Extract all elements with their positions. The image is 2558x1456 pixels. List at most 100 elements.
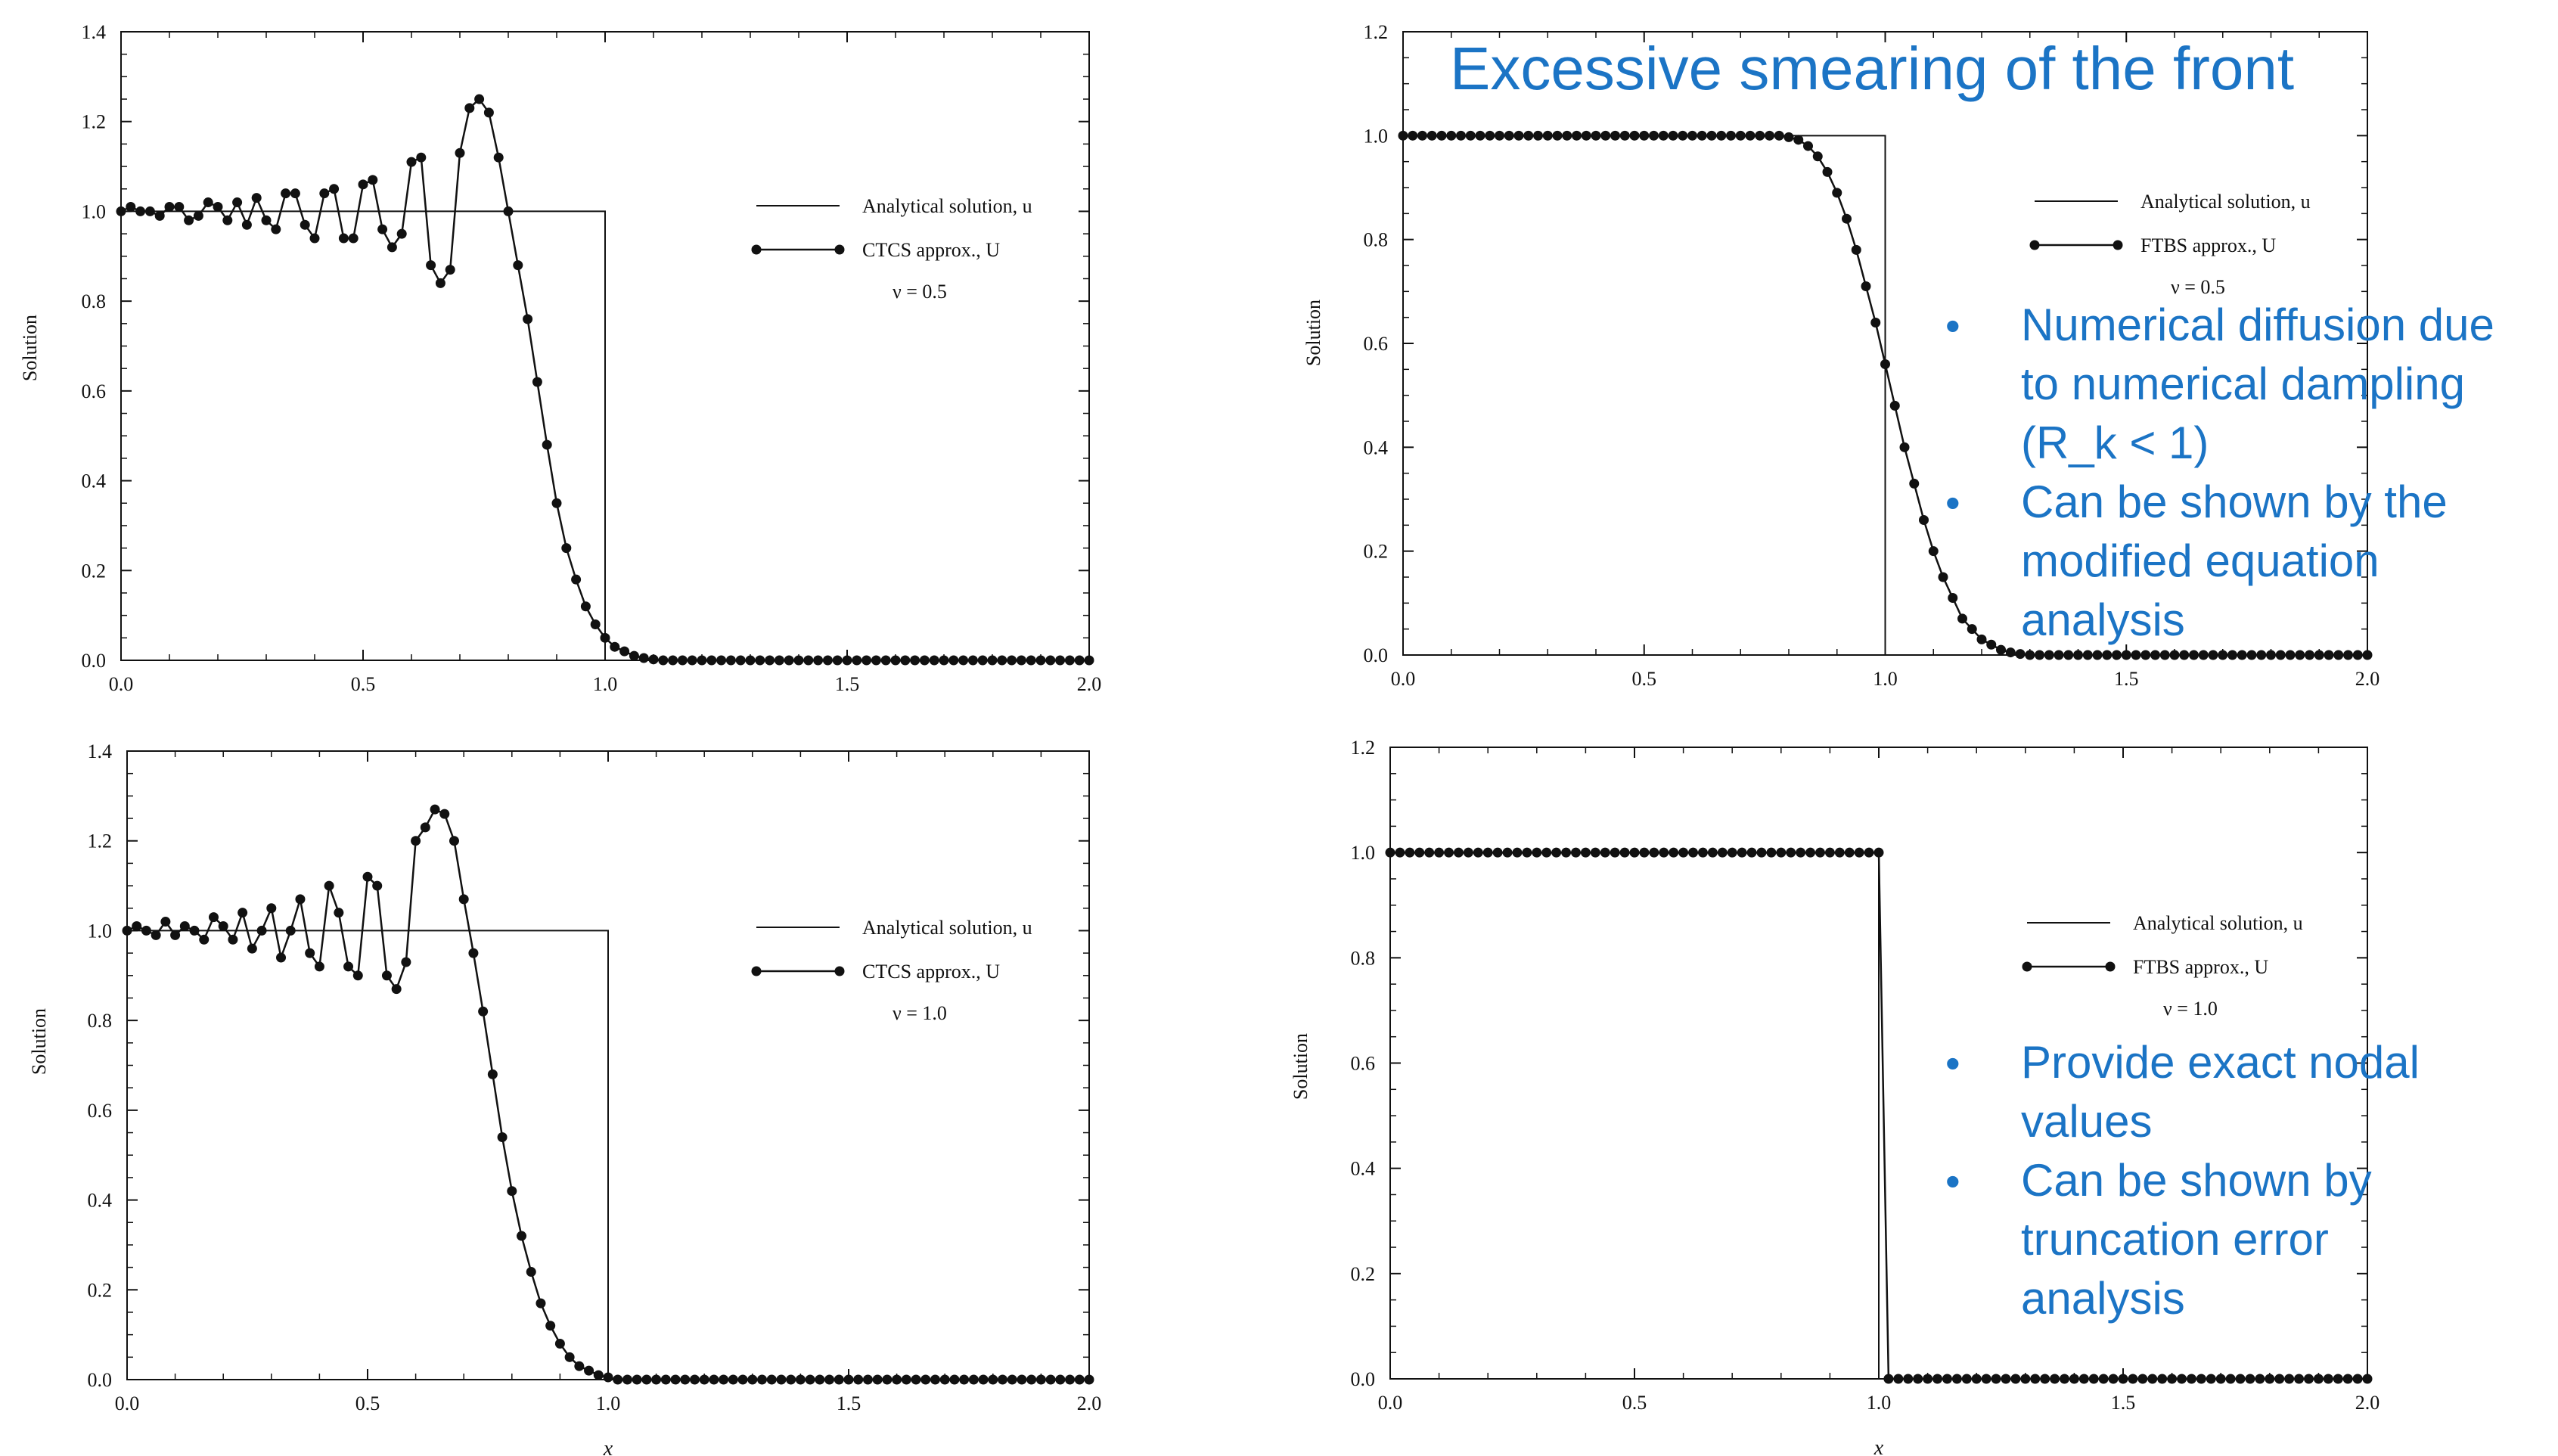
x-tick-label: 0.5 xyxy=(1622,1392,1647,1414)
series-approx-point xyxy=(793,655,804,666)
legend-approx-marker xyxy=(2022,961,2032,972)
series-approx-point xyxy=(232,197,243,208)
annotation-bullet-dot: • xyxy=(1945,302,1960,349)
annotation-top-item-1-line: to numerical dampling xyxy=(2021,359,2465,409)
series-approx-point xyxy=(622,1374,632,1385)
series-approx-point xyxy=(2245,1374,2255,1384)
series-approx-point xyxy=(1967,624,1977,635)
series-approx-point xyxy=(1619,130,1630,141)
annotations-layer: Excessive smearing of the front • Numeric… xyxy=(1450,35,2494,1324)
y-tick-label: 0.8 xyxy=(1351,947,1376,969)
series-approx-point xyxy=(2333,650,2344,660)
series-approx-point xyxy=(237,908,248,918)
x-tick-label: 2.0 xyxy=(1077,1392,1102,1414)
series-approx-point xyxy=(2140,650,2151,660)
series-approx-point xyxy=(853,1374,864,1385)
y-axis-label: Solution xyxy=(19,315,41,381)
series-approx-point xyxy=(126,201,136,212)
series-approx-point xyxy=(1417,130,1427,141)
series-approx-point xyxy=(309,233,320,244)
x-tick-label: 0.0 xyxy=(115,1392,140,1414)
series-approx-point xyxy=(929,655,939,666)
series-approx-point xyxy=(834,1374,844,1385)
y-tick-label: 0.2 xyxy=(1364,541,1389,563)
y-tick-label: 0.6 xyxy=(82,380,107,402)
y-tick-label: 0.0 xyxy=(1364,644,1389,666)
series-approx-point xyxy=(2157,1374,2168,1384)
series-approx-point xyxy=(1746,847,1757,858)
series-approx-point xyxy=(2030,1374,2041,1384)
annotation-top-item-2-line: analysis xyxy=(2021,595,2185,645)
series-approx-point xyxy=(2275,650,2286,660)
series-approx-point xyxy=(554,1339,565,1349)
series-approx-point xyxy=(1669,847,1679,858)
annotation-top-item-2-line: Can be shown by the xyxy=(2021,477,2448,527)
series-approx-point xyxy=(513,260,523,271)
series-approx-point xyxy=(805,1374,815,1385)
series-approx-point xyxy=(285,925,296,936)
series-approx-point xyxy=(1716,130,1727,141)
series-approx-point xyxy=(497,1132,508,1142)
legend-analytical-label: Analytical solution, u xyxy=(2133,912,2303,934)
series-approx-point xyxy=(1610,847,1620,858)
series-approx-point xyxy=(1923,1374,1933,1384)
series-approx-point xyxy=(735,655,746,666)
series-approx-point xyxy=(483,107,494,118)
series-approx-point xyxy=(1533,130,1543,141)
series-approx-point xyxy=(2137,1374,2148,1384)
series-approx-point xyxy=(2054,650,2064,660)
series-approx-point xyxy=(222,215,233,225)
series-approx-point xyxy=(324,880,334,891)
series-approx-point xyxy=(281,188,291,199)
series-approx-point xyxy=(1639,130,1650,141)
series-approx-point xyxy=(930,1374,940,1385)
series-approx-point xyxy=(1026,1374,1037,1385)
series-approx-point xyxy=(542,439,552,450)
legend: Analytical solution, u FTBS approx., U ν =… xyxy=(2029,191,2311,298)
series-approx-point xyxy=(1035,655,1046,666)
series-approx-point xyxy=(1007,655,1017,666)
series-approx-point xyxy=(2265,1374,2275,1384)
series-approx-point xyxy=(184,215,194,225)
series-approx-point xyxy=(2189,650,2199,660)
series-approx-point xyxy=(1045,1374,1056,1385)
y-tick-label: 0.0 xyxy=(88,1369,113,1391)
series-approx-point xyxy=(261,215,272,225)
x-tick-label: 1.5 xyxy=(837,1392,861,1414)
x-tick-label: 2.0 xyxy=(2355,668,2380,690)
series-approx-point xyxy=(862,1374,873,1385)
series-approx-point xyxy=(1880,359,1890,369)
series-approx-point xyxy=(648,654,659,665)
x-tick-label: 1.0 xyxy=(1873,668,1898,690)
series-approx-point xyxy=(1727,847,1737,858)
annotation-bottom-item-2-line: truncation error xyxy=(2021,1214,2329,1265)
series-approx-point xyxy=(1424,847,1435,858)
series-approx-point xyxy=(2362,1374,2373,1384)
series-approx-point xyxy=(728,1374,738,1385)
y-tick-label: 0.4 xyxy=(82,470,107,492)
y-tick-label: 1.4 xyxy=(82,21,107,43)
series-approx-point xyxy=(2131,650,2141,660)
series-approx-point xyxy=(766,1374,777,1385)
series-approx-point xyxy=(2227,650,2237,660)
series-approx-point xyxy=(2035,650,2044,660)
series-approx-point xyxy=(290,188,300,199)
series-approx-point xyxy=(1570,847,1581,858)
series-approx-point xyxy=(978,1374,989,1385)
series-approx-point xyxy=(590,619,601,630)
series-approx-point xyxy=(968,1374,979,1385)
series-approx-point xyxy=(1687,130,1697,141)
series-approx-point xyxy=(122,925,132,936)
series-approx-point xyxy=(1913,1374,1923,1384)
series-approx-point xyxy=(2108,1374,2119,1384)
y-tick-label: 0.4 xyxy=(1364,436,1389,458)
series-approx-point xyxy=(2001,1374,2011,1384)
series-approx-point xyxy=(1832,188,1842,198)
series-approx-point xyxy=(610,641,620,652)
series-approx-point xyxy=(1016,655,1026,666)
y-tick-label: 0.6 xyxy=(88,1100,113,1122)
series-approx-point xyxy=(660,1374,671,1385)
series-approx-point xyxy=(151,930,161,940)
series-approx-point xyxy=(706,655,717,666)
series-approx-point xyxy=(449,836,459,846)
